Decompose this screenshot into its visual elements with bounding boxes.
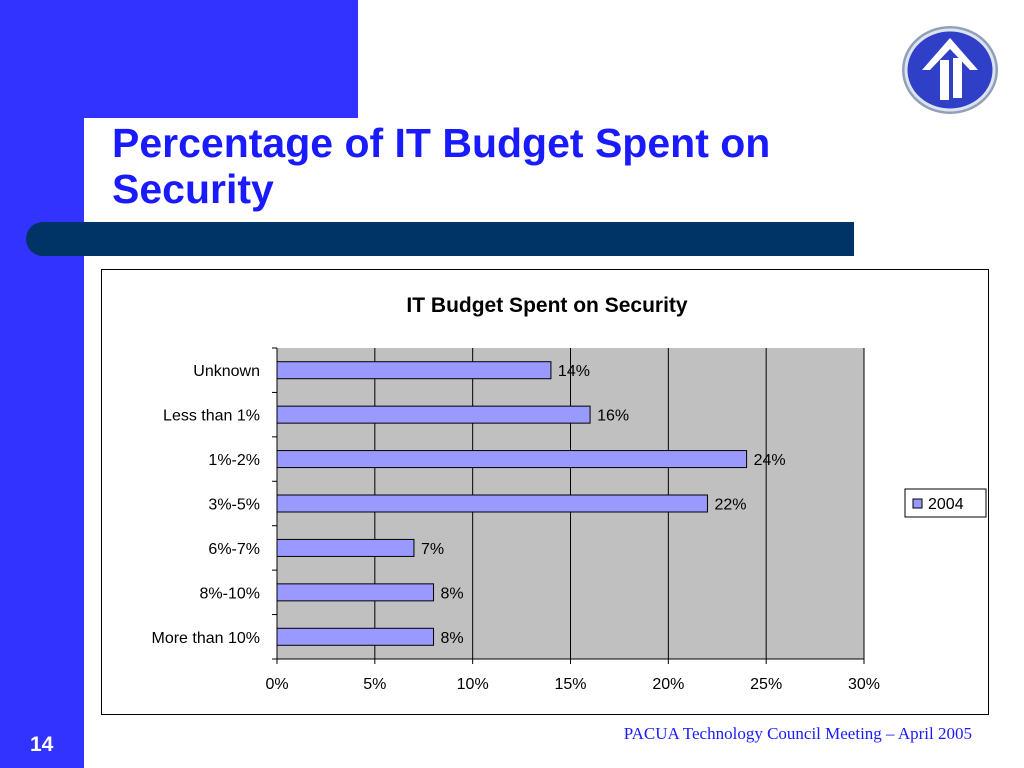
x-tick-label: 5% (363, 676, 386, 693)
bar-data-label: 8% (441, 585, 464, 602)
category-label: More than 10% (151, 630, 260, 647)
bar-data-label: 14% (558, 363, 590, 380)
axes (272, 347, 865, 664)
bar (276, 450, 748, 469)
bar-data-label: 16% (597, 408, 629, 425)
bar (276, 405, 591, 424)
bar-data-label: 24% (754, 452, 786, 469)
title-underline-bar (26, 222, 854, 256)
bar-chart: IT Budget Spent on Security 14% 16% 24% 22%… (151, 294, 987, 693)
slide-number: 14 (30, 733, 54, 756)
bar-data-label: 7% (421, 541, 444, 558)
chart-title: IT Budget Spent on Security (406, 294, 688, 317)
bars: 14% 16% 24% 22% 7% 8% 8% (276, 361, 786, 647)
category-label: Less than 1% (163, 408, 260, 425)
bar-data-label: 8% (441, 630, 464, 647)
category-label: 6%-7% (208, 541, 260, 558)
bar (276, 538, 415, 557)
slide-title: Percentage of IT Budget Spent on Securit… (112, 120, 771, 212)
x-tick-labels: 0% 5% 10% 15% 20% 25% 30% (265, 676, 880, 693)
chart-frame: IT Budget Spent on Security 14% 16% 24% 22%… (101, 269, 989, 715)
x-tick-label: 0% (265, 676, 288, 693)
bar (276, 494, 708, 513)
category-label: Unknown (193, 363, 260, 380)
bar-data-label: 22% (714, 497, 746, 514)
slide-footer: PACUA Technology Council Meeting – April… (623, 724, 972, 743)
x-tick-label: 15% (554, 676, 586, 693)
category-label: 3%-5% (208, 497, 260, 514)
category-label: 1%-2% (208, 452, 260, 469)
top-accent-block (0, 0, 358, 118)
category-label: 8%-10% (200, 585, 260, 602)
x-tick-label: 25% (750, 676, 782, 693)
legend-label: 2004 (928, 496, 964, 513)
bar (276, 361, 552, 380)
bar (276, 627, 435, 646)
x-tick-label: 20% (652, 676, 684, 693)
x-tick-label: 10% (457, 676, 489, 693)
category-labels: Unknown Less than 1% 1%-2% 3%-5% 6%-7% 8%-10%… (151, 363, 260, 647)
up-arrow-circle-logo-icon (902, 26, 998, 114)
x-tick-label: 30% (848, 676, 880, 693)
bar (276, 583, 435, 602)
legend: 2004 (904, 488, 987, 518)
left-accent-band (0, 0, 84, 768)
legend-swatch (912, 498, 923, 509)
